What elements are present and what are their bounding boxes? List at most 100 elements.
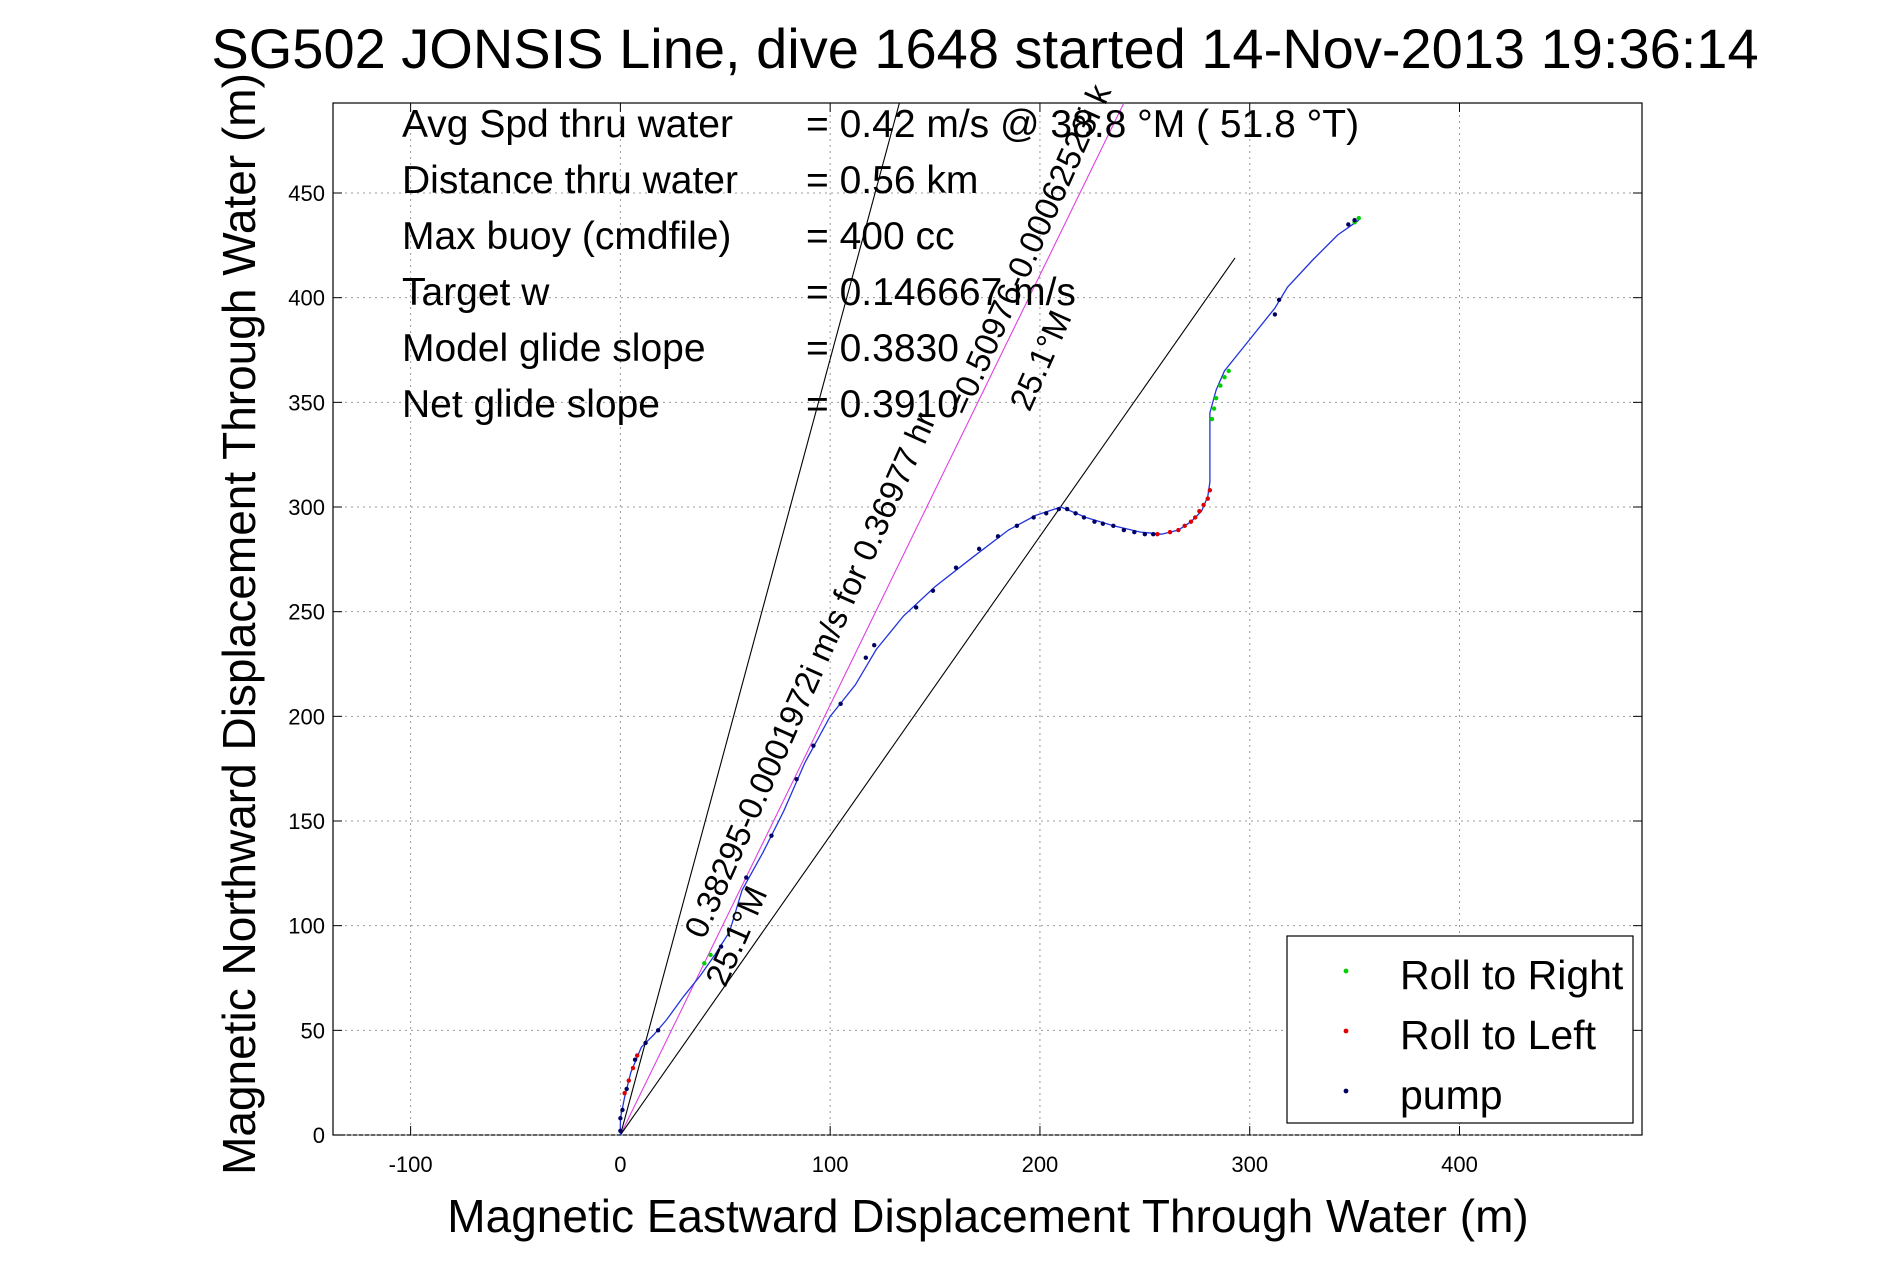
pump-point	[863, 655, 869, 660]
pump-point	[744, 875, 749, 880]
roll-left-point	[1205, 496, 1210, 501]
roll-left-point	[1188, 519, 1194, 524]
roll-left-point	[1201, 502, 1206, 508]
x-axis-label: Magnetic Eastward Displacement Through W…	[447, 1190, 1528, 1242]
x-tick-label: 100	[812, 1152, 849, 1177]
y-tick-label: 400	[288, 286, 325, 311]
pump-point	[1100, 521, 1106, 526]
pump-point	[1014, 523, 1020, 529]
legend-marker	[1343, 1028, 1349, 1034]
pump-point	[872, 642, 877, 648]
info-value: = 0.42 m/s @ 38.8 °M ( 51.8 °T)	[806, 103, 1359, 146]
y-tick-label: 300	[288, 495, 325, 520]
info-block: Avg Spd thru water = 0.42 m/s @ 38.8 °M (…	[402, 103, 1359, 426]
pump-point	[618, 1116, 623, 1121]
roll-right-point	[1209, 416, 1215, 422]
pump-point	[1031, 515, 1036, 520]
data-points	[618, 215, 1362, 1134]
pump-point	[1121, 527, 1127, 533]
roll-left-point	[1182, 523, 1187, 529]
pump-point	[1092, 519, 1097, 524]
pump-point	[718, 944, 724, 949]
y-tick-label: 350	[288, 390, 325, 415]
roll-left-point	[1197, 508, 1202, 514]
roll-right-point	[1211, 406, 1217, 411]
y-tick-label: 200	[288, 704, 325, 729]
pump-point	[930, 588, 936, 593]
pump-point	[953, 565, 959, 570]
pump-point	[618, 1128, 623, 1134]
info-value: = 400 cc	[806, 215, 955, 258]
pump-point	[1073, 511, 1078, 516]
pump-point	[995, 534, 1001, 539]
pump-point	[624, 1086, 629, 1092]
roll-right-point	[708, 952, 713, 958]
pump-point	[1276, 297, 1282, 302]
legend-label: Roll to Right	[1400, 952, 1624, 998]
pump-point	[1111, 523, 1116, 529]
roll-left-point	[626, 1078, 631, 1083]
y-tick-label: 250	[288, 600, 325, 625]
info-value: = 0.3830	[806, 327, 959, 370]
pump-point	[1081, 515, 1087, 520]
roll-right-point	[702, 961, 707, 966]
roll-left-point	[1207, 488, 1213, 493]
pump-point	[1056, 506, 1062, 512]
pump-point	[1132, 529, 1137, 535]
pump-point	[1065, 506, 1070, 512]
pump-point	[1346, 222, 1351, 227]
steep-heading-line	[619, 102, 900, 1136]
info-label: Distance thru water	[402, 159, 738, 202]
pump-point	[811, 743, 816, 748]
track	[619, 219, 1360, 1135]
track-line	[619, 219, 1360, 1135]
info-label: Target w	[402, 271, 550, 314]
info-label: Model glide slope	[402, 327, 706, 370]
pump-point	[620, 1107, 625, 1113]
roll-left-point	[634, 1053, 640, 1058]
pump-point	[655, 1028, 661, 1033]
legend-items: Roll to Right Roll to Left pump	[1343, 952, 1624, 1118]
roll-left-point	[1155, 532, 1160, 537]
pump-point	[1352, 218, 1357, 223]
roll-left-point	[1167, 529, 1173, 535]
legend-marker	[1343, 968, 1349, 974]
pump-point	[1142, 532, 1148, 537]
x-tick-label: 0	[614, 1152, 626, 1177]
y-tick-label: 450	[288, 181, 325, 206]
info-value: = 0.146667 m/s	[806, 271, 1076, 314]
info-value: = 0.3910	[806, 383, 959, 426]
info-label: Net glide slope	[402, 383, 660, 426]
y-tick-label: 0	[313, 1123, 325, 1148]
pump-point	[1151, 532, 1156, 537]
info-value: = 0.56 km	[806, 159, 978, 202]
info-label: Avg Spd thru water	[402, 103, 733, 146]
y-tick-label: 100	[288, 914, 325, 939]
x-tick-label: 400	[1441, 1152, 1478, 1177]
shallow-heading-line	[619, 257, 1236, 1136]
roll-left-point	[630, 1065, 636, 1071]
legend-label: Roll to Left	[1400, 1012, 1597, 1058]
y-tick-label: 50	[301, 1018, 325, 1043]
legend-marker	[1343, 1088, 1349, 1094]
pump-point	[976, 546, 982, 552]
roll-right-point	[1213, 395, 1219, 401]
y-axis-label: Magnetic Northward Displacement Through …	[213, 73, 265, 1175]
roll-left-point	[622, 1090, 627, 1096]
legend-label: pump	[1400, 1072, 1503, 1118]
pump-point	[632, 1057, 638, 1062]
roll-right-point	[1218, 383, 1223, 388]
x-tick-label: 200	[1022, 1152, 1059, 1177]
pump-point	[1044, 511, 1049, 516]
pump-point	[769, 833, 774, 838]
pump-point	[1272, 312, 1278, 317]
pump-point	[913, 605, 919, 610]
x-tick-label: 300	[1231, 1152, 1268, 1177]
y-tick-label: 150	[288, 809, 325, 834]
legend: Roll to Right Roll to Left pump	[1286, 935, 1634, 1124]
roll-right-point	[1356, 215, 1362, 221]
roll-right-point	[1226, 368, 1231, 374]
roll-left-point	[1192, 515, 1198, 520]
info-label: Max buoy (cmdfile)	[402, 215, 731, 258]
